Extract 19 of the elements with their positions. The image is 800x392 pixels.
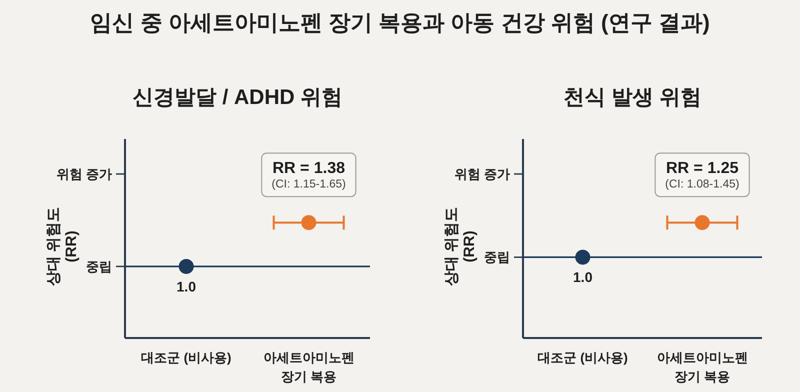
x-tick-label: 대조군 (비사용) xyxy=(538,350,628,365)
annotation: RR = 1.25 xyxy=(666,160,739,178)
chart-subtitle: 신경발달 / ADHD 위험 xyxy=(132,86,342,109)
y-axis-title: 상대 위험도 (RR) xyxy=(443,206,478,286)
x-tick-label: 대조군 (비사용) xyxy=(141,350,232,365)
text: 위험 증가 xyxy=(454,166,510,182)
annotation: 1.0 xyxy=(176,278,196,294)
x-tick-label: 아세트아미노펜 장기 복용 xyxy=(263,350,354,384)
x-tick-label: 아세트아미노펜 장기 복용 xyxy=(656,350,748,384)
text: 위험 증가 xyxy=(56,166,112,182)
annotation: 1.0 xyxy=(573,269,593,286)
ref-line-label: 중립 xyxy=(484,250,510,265)
annotation: (CI: 1.08-1.45) xyxy=(665,178,740,191)
chart-title: 임신 중 아세트아미노펜 장기 복용과 아동 건강 위험 (연구 결과) xyxy=(90,10,710,35)
y-axis-title: 상대 위험도 (RR) xyxy=(45,206,80,286)
ref-line-label: 중립 xyxy=(86,258,112,274)
chart-subtitle: 천식 발생 위험 xyxy=(564,86,702,109)
annotation: RR = 1.38 xyxy=(272,160,346,178)
annotation: (CI: 1.15-1.65) xyxy=(272,178,346,191)
